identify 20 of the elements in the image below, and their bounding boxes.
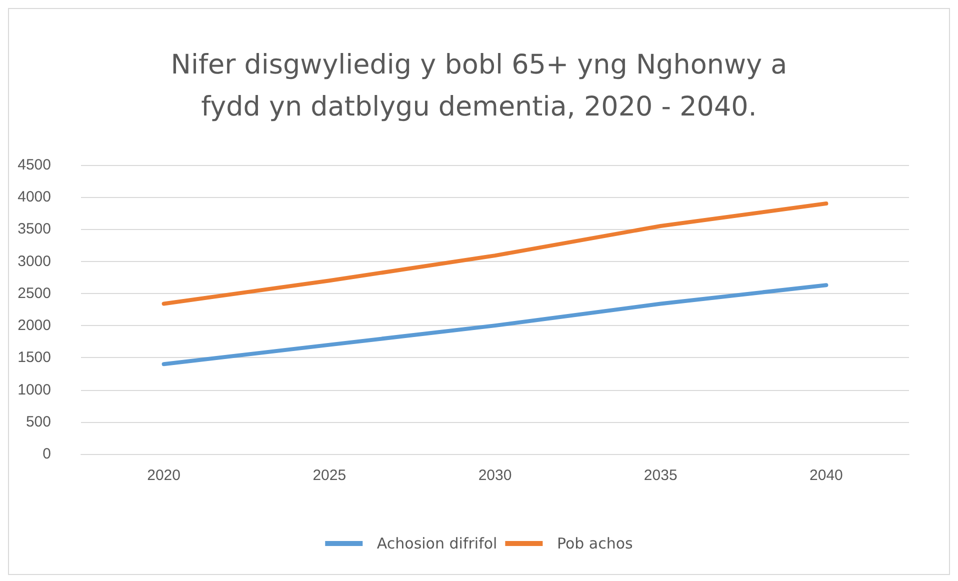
y-tick-label: 3000 xyxy=(18,252,51,270)
legend-label: Achosion difrifol xyxy=(376,534,498,552)
line-series xyxy=(162,283,828,366)
y-tick-label: 2500 xyxy=(18,284,51,302)
line-series xyxy=(162,202,828,306)
y-tick-label: 1000 xyxy=(18,381,51,398)
y-tick-label: 0 xyxy=(42,446,51,462)
y-tick-label: 3500 xyxy=(18,220,51,238)
x-tick-label: 2025 xyxy=(312,467,346,484)
chart-title: Nifer disgwyliedig y bobl 65+ yng Nghonwy a fydd yn datblygu dementia, 2020 - 2040. xyxy=(170,50,788,122)
x-tick-label: 2035 xyxy=(644,467,678,484)
legend-label: Pob achos xyxy=(556,534,634,552)
y-tick-label: 500 xyxy=(26,413,51,430)
x-tick-label: 2030 xyxy=(478,467,512,484)
x-tick-label: 2020 xyxy=(147,467,180,484)
y-tick-label: 4000 xyxy=(18,188,51,206)
x-tick-label: 2040 xyxy=(810,467,843,484)
y-tick-label: 2000 xyxy=(18,317,51,334)
y-tick-label: 4500 xyxy=(18,156,51,174)
y-tick-label: 1500 xyxy=(18,349,51,366)
